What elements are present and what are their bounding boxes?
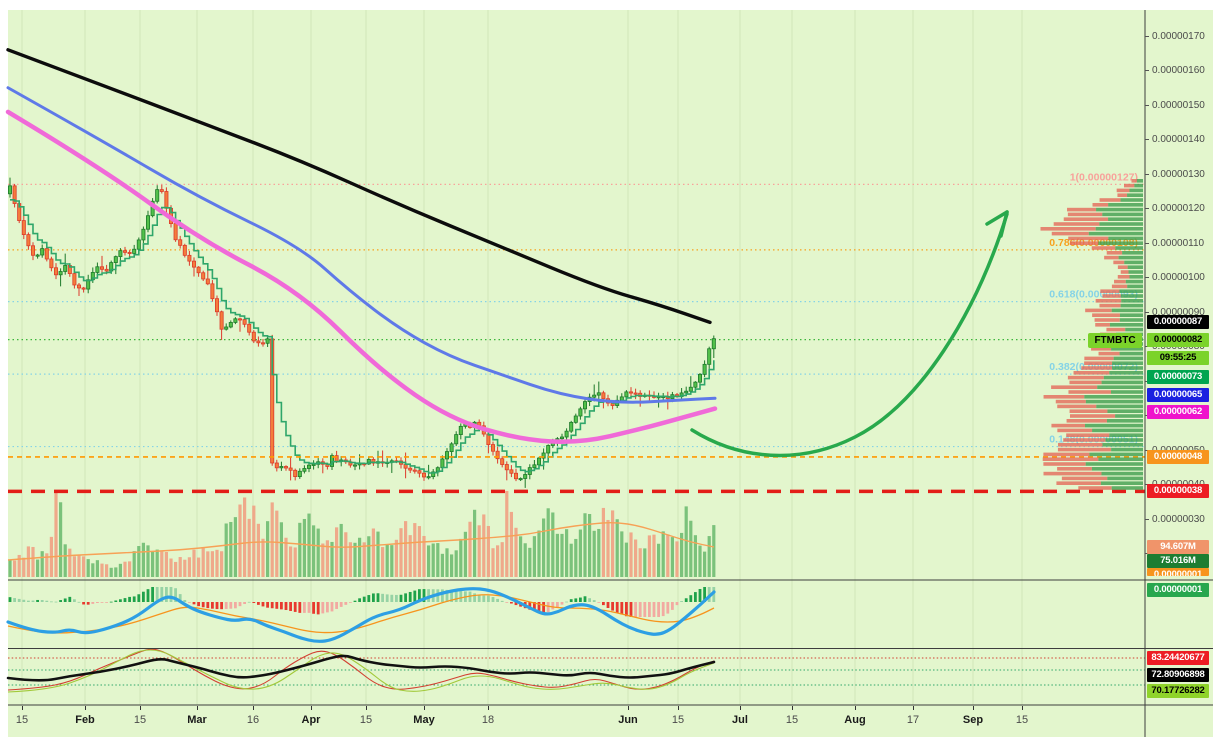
step-line (10, 199, 715, 474)
time-tick (85, 706, 86, 710)
tick-dash (1145, 208, 1149, 209)
time-label-sep: Sep (962, 714, 984, 726)
time-label-apr: Apr (301, 714, 321, 726)
tick-dash (1145, 70, 1149, 71)
time-tick (628, 706, 629, 710)
price-badge-macd-value: 0.00000001 (1147, 583, 1209, 597)
time-label-18: 18 (481, 714, 495, 726)
price-badge-ma-blue-value: 0.00000065 (1147, 388, 1209, 402)
osc-black-line (6, 654, 716, 682)
time-label-15: 15 (1015, 714, 1029, 726)
price-badge-last-price: 0.00000082 (1147, 333, 1209, 347)
time-label-17: 17 (906, 714, 920, 726)
volume-profile (1040, 179, 1143, 490)
time-label-mar: Mar (187, 714, 207, 726)
tick-dash (1145, 139, 1149, 140)
price-badge-step-line-value: 0.00000073 (1147, 370, 1209, 384)
price-tick: 0.00000130 (1145, 168, 1205, 180)
tick-dash (1145, 311, 1149, 313)
ma-pink (5, 109, 718, 444)
price-tick: 0.00000030 (1145, 513, 1205, 525)
price-badge-red-level: 0.00000038 (1147, 484, 1209, 498)
price-badge-macd-signal-value: 0.00000001 (1147, 568, 1209, 576)
time-tick (792, 706, 793, 710)
tick-dash (1145, 35, 1149, 37)
time-tick (740, 706, 741, 710)
price-badge-volume-value: 75.016M (1147, 554, 1209, 568)
price-badge-volume-ma-value: 94.607M (1147, 540, 1209, 554)
ma-black (6, 48, 712, 325)
tick-dash (1145, 277, 1149, 278)
price-tick: 0.00000100 (1145, 272, 1205, 284)
time-tick (424, 706, 425, 710)
time-label-may: May (413, 714, 435, 726)
time-tick (140, 706, 141, 710)
symbol-flag[interactable]: FTMBTC (1088, 333, 1142, 348)
time-tick (973, 706, 974, 710)
price-badge-bar-countdown: 09:55:25 (1147, 351, 1209, 365)
time-tick (488, 706, 489, 710)
time-label-16: 16 (246, 714, 260, 726)
time-label-jul: Jul (732, 714, 748, 726)
tick-dash (1145, 518, 1149, 520)
price-tick: 0.00000110 (1145, 237, 1204, 249)
price-badge-ma-pink-value: 0.00000062 (1147, 405, 1209, 419)
time-label-15: 15 (133, 714, 147, 726)
fib-label: 1(0.00000127) (1070, 171, 1138, 183)
price-badge-osc-upper-value: 83.24420677 (1147, 651, 1209, 665)
price-badge-osc-lower-value: 70.17726282 (1147, 684, 1209, 698)
time-tick (197, 706, 198, 710)
macd-line (6, 587, 716, 643)
volume-ma-line (7, 521, 715, 561)
time-label-15: 15 (785, 714, 799, 726)
time-tick (22, 706, 23, 710)
time-label-aug: Aug (844, 714, 866, 726)
volume-bars (8, 491, 716, 577)
tick-dash (1145, 173, 1149, 175)
vertical-gridlines (21, 10, 1023, 705)
time-label-feb: Feb (75, 714, 95, 726)
time-tick (913, 706, 914, 710)
price-tick: 0.00000120 (1145, 203, 1205, 215)
price-badge-osc-mid-value: 72.80906898 (1147, 668, 1209, 682)
price-tick: 0.00000160 (1145, 65, 1205, 77)
time-label-15: 15 (359, 714, 373, 726)
price-tick: 0.00000090 (1145, 306, 1205, 318)
price-tick: 0.00000150 (1145, 99, 1205, 111)
time-tick (366, 706, 367, 710)
time-tick (253, 706, 254, 710)
tick-dash (1145, 242, 1149, 244)
price-badge-orange-level: 0.00000048 (1147, 450, 1209, 464)
price-badge-ma-black-value: 0.00000087 (1147, 315, 1209, 329)
candle-bodies (7, 185, 716, 481)
projection-arrow-head (985, 210, 1009, 226)
osc-green-line (7, 649, 715, 693)
price-tick: 0.00000170 (1145, 30, 1205, 42)
projection-arrow[interactable] (690, 212, 1009, 458)
time-tick (311, 706, 312, 710)
ma-blue (6, 86, 717, 404)
time-label-jun: Jun (618, 714, 638, 726)
time-tick (1022, 706, 1023, 710)
projection-arrow-head (999, 210, 1009, 238)
time-label-15: 15 (15, 714, 29, 726)
tick-dash (1145, 104, 1149, 106)
time-tick (855, 706, 856, 710)
macd-signal-line (7, 594, 715, 634)
macd-histogram (8, 587, 716, 617)
time-label-15: 15 (671, 714, 685, 726)
time-tick (678, 706, 679, 710)
price-tick: 0.00000140 (1145, 134, 1205, 146)
